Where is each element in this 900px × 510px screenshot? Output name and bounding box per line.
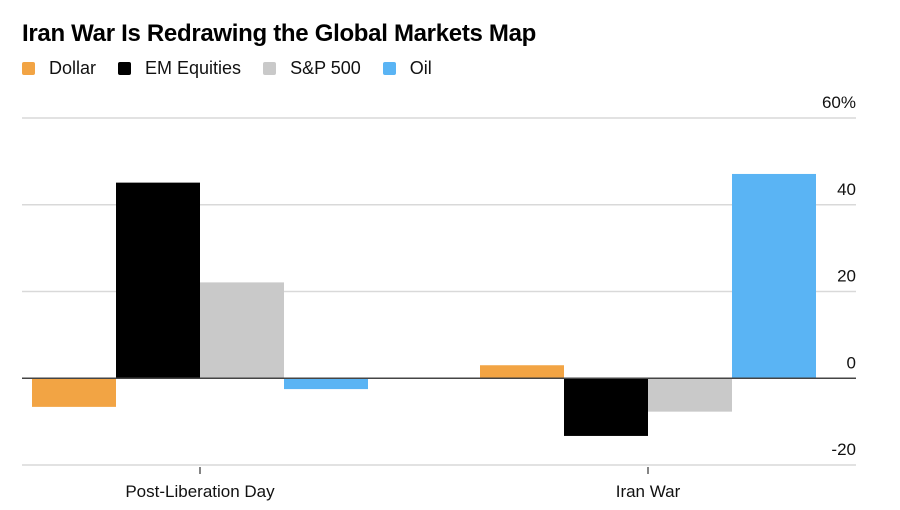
legend-item-sp500: S&P 500	[263, 58, 361, 79]
bar-dollar-1	[480, 365, 564, 379]
legend-item-em-equities: EM Equities	[118, 58, 241, 79]
y-tick-label: 60%	[822, 93, 856, 112]
y-tick-label: -20	[831, 440, 856, 459]
bar-s-p-500-0	[200, 282, 284, 379]
legend-label-oil: Oil	[409, 58, 432, 78]
x-category-label: Iran War	[616, 482, 681, 501]
legend-label-sp500: S&P 500	[290, 58, 361, 78]
y-tick-label: 20	[837, 267, 856, 286]
legend: Dollar EM Equities S&P 500 Oil	[22, 58, 454, 79]
legend-swatch-dollar	[22, 62, 35, 75]
bar-em-equities-1	[564, 378, 648, 436]
chart-title: Iran War Is Redrawing the Global Markets…	[22, 20, 537, 47]
legend-swatch-em-equities	[118, 62, 132, 75]
bar-oil-1	[732, 173, 816, 379]
legend-label-dollar: Dollar	[49, 58, 97, 78]
legend-label-em-equities: EM Equities	[145, 58, 242, 78]
y-tick-label: 40	[837, 180, 856, 199]
bar-s-p-500-1	[648, 378, 732, 412]
bars	[32, 173, 816, 436]
legend-swatch-oil	[382, 62, 396, 75]
bar-em-equities-0	[116, 182, 200, 379]
bar-dollar-0	[32, 378, 116, 407]
legend-item-dollar: Dollar	[22, 58, 96, 79]
y-tick-labels: 60% 40 20 0 -20	[822, 93, 856, 459]
y-tick-label: 0	[847, 353, 856, 372]
legend-swatch-sp500	[263, 62, 277, 75]
x-category-labels: Post-Liberation Day Iran War	[125, 467, 681, 501]
bar-oil-0	[284, 378, 368, 390]
legend-item-oil: Oil	[382, 58, 432, 79]
x-category-label: Post-Liberation Day	[125, 482, 275, 501]
